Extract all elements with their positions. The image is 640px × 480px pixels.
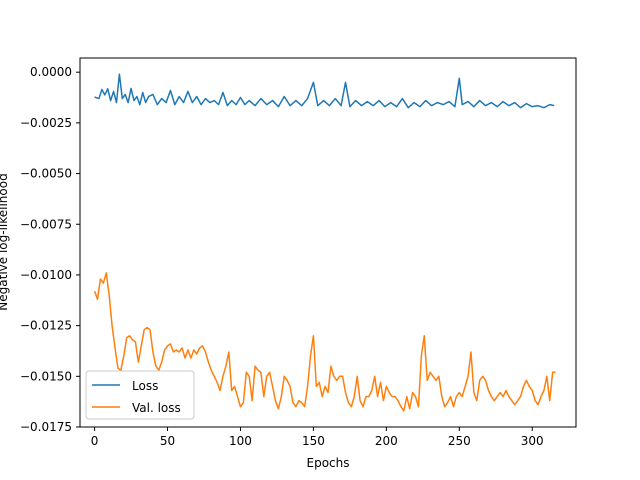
plot-area — [80, 58, 576, 427]
y-tick-label: 0.0000 — [30, 65, 72, 79]
x-tick-label: 150 — [302, 434, 325, 448]
y-tick-label: −0.0025 — [20, 116, 72, 130]
y-axis: 0.0000 −0.0025 −0.0050 −0.0075 −0.0100 −0.012… — [20, 65, 80, 434]
x-tick-label: 0 — [91, 434, 99, 448]
y-tick-label: −0.0125 — [20, 319, 72, 333]
x-axis-label: Epochs — [307, 456, 350, 470]
x-axis: 0 50 100 150 200 250 300 — [91, 427, 544, 448]
y-tick-label: −0.0150 — [20, 369, 72, 383]
legend-label-loss: Loss — [132, 379, 158, 393]
y-tick-label: −0.0050 — [20, 167, 72, 181]
x-tick-label: 300 — [521, 434, 544, 448]
y-tick-label: −0.0075 — [20, 217, 72, 231]
series-line-val-loss — [93, 272, 556, 412]
x-tick-label: 100 — [229, 434, 252, 448]
x-tick-label: 200 — [375, 434, 398, 448]
y-axis-label: Negative log-likelihood — [0, 173, 10, 310]
x-tick-label: 250 — [448, 434, 471, 448]
series-layer — [93, 73, 556, 412]
x-tick-label: 50 — [160, 434, 175, 448]
plot-frame — [79, 57, 577, 428]
legend: Loss Val. loss — [85, 370, 195, 420]
y-tick-label: −0.0175 — [20, 420, 72, 434]
legend-label-val-loss: Val. loss — [132, 401, 181, 415]
series-line-loss — [94, 73, 555, 109]
y-tick-label: −0.0100 — [20, 268, 72, 282]
